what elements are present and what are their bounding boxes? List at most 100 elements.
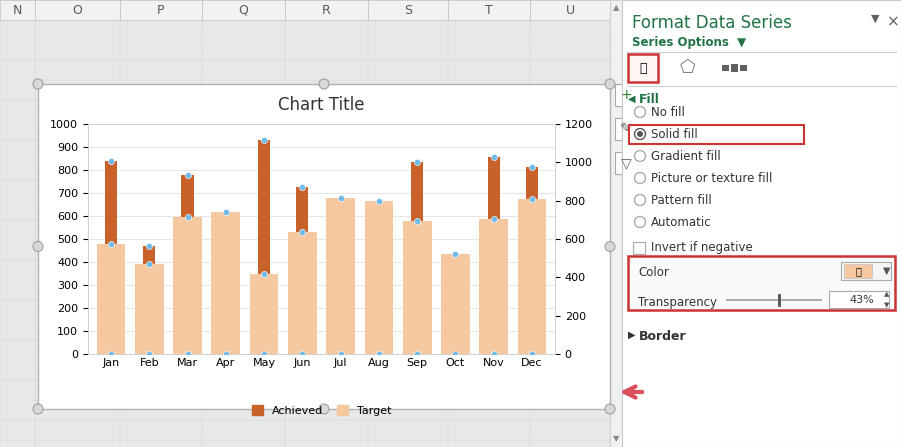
Bar	[288, 232, 317, 354]
Bar	[731, 64, 738, 72]
Bar	[143, 246, 155, 354]
Text: Border: Border	[639, 330, 687, 343]
Circle shape	[634, 106, 645, 118]
Text: ▶: ▶	[628, 330, 635, 340]
Bar	[212, 212, 241, 354]
Bar	[629, 125, 804, 144]
Bar	[334, 283, 347, 354]
Circle shape	[319, 79, 329, 89]
Circle shape	[605, 404, 615, 414]
Bar	[0, 0, 35, 20]
Bar	[258, 140, 270, 354]
Text: S: S	[404, 4, 412, 17]
Circle shape	[634, 216, 645, 228]
Legend: Achieved, Target: Achieved, Target	[248, 401, 396, 420]
Bar	[120, 0, 202, 20]
Bar	[628, 54, 658, 82]
Text: ▼: ▼	[871, 14, 879, 24]
Bar	[844, 264, 872, 278]
Text: ▼: ▼	[883, 266, 891, 276]
Bar	[518, 199, 546, 354]
Title: Chart Title: Chart Title	[278, 96, 365, 114]
Text: N: N	[13, 4, 23, 17]
Bar	[615, 152, 637, 174]
Bar	[479, 219, 508, 354]
Text: Q: Q	[239, 4, 249, 17]
Bar	[326, 198, 355, 354]
Text: ⬠: ⬠	[679, 59, 695, 77]
Bar	[285, 0, 368, 20]
Circle shape	[33, 79, 43, 89]
Text: Color: Color	[638, 266, 669, 279]
Bar	[633, 242, 645, 254]
Circle shape	[605, 79, 615, 89]
Bar	[610, 0, 622, 447]
Bar	[441, 254, 469, 354]
Bar	[403, 221, 432, 354]
Text: P: P	[158, 4, 165, 17]
Text: Pattern fill: Pattern fill	[651, 194, 712, 207]
Circle shape	[319, 404, 329, 414]
Circle shape	[634, 128, 645, 139]
Text: ✎: ✎	[620, 122, 632, 136]
Bar	[448, 0, 530, 20]
Text: ▲: ▲	[613, 4, 619, 13]
Bar	[829, 291, 889, 308]
Text: Invert if negative: Invert if negative	[651, 241, 752, 254]
Bar	[35, 0, 120, 20]
Bar	[365, 201, 393, 354]
Text: 🪣: 🪣	[639, 62, 647, 75]
Bar	[615, 84, 637, 106]
Text: ▽: ▽	[621, 156, 632, 170]
Circle shape	[605, 241, 615, 252]
Bar	[181, 175, 194, 354]
Bar	[450, 279, 461, 354]
Bar	[38, 84, 610, 409]
Bar	[722, 65, 729, 71]
Text: Gradient fill: Gradient fill	[651, 149, 721, 163]
Circle shape	[634, 194, 645, 206]
Bar	[740, 65, 747, 72]
Text: Picture or texture fill: Picture or texture fill	[651, 172, 772, 185]
Text: O: O	[73, 4, 82, 17]
Text: R: R	[323, 4, 331, 17]
Bar	[526, 167, 538, 354]
Text: Series Options  ▼: Series Options ▼	[632, 36, 746, 49]
Bar	[368, 0, 448, 20]
Bar	[622, 0, 901, 447]
Circle shape	[33, 404, 43, 414]
Circle shape	[33, 241, 43, 252]
Text: ▲: ▲	[884, 291, 889, 297]
Bar	[96, 244, 125, 354]
Text: T: T	[485, 4, 493, 17]
Circle shape	[637, 131, 643, 137]
Bar	[615, 118, 637, 140]
Text: 🪣: 🪣	[855, 266, 861, 276]
Bar	[296, 187, 308, 354]
Bar	[373, 268, 385, 354]
Text: No fill: No fill	[651, 105, 685, 118]
Bar	[487, 157, 500, 354]
Text: 43%: 43%	[849, 295, 874, 305]
Text: ×: ×	[887, 14, 900, 29]
Text: ▼: ▼	[613, 434, 619, 443]
Bar	[411, 162, 423, 354]
Text: Automatic: Automatic	[651, 215, 712, 228]
Text: Format Data Series: Format Data Series	[632, 14, 792, 32]
Bar	[105, 161, 117, 354]
Text: ▼: ▼	[884, 302, 889, 308]
Text: Transparency: Transparency	[638, 296, 717, 309]
Bar	[628, 256, 895, 310]
Bar	[841, 262, 891, 280]
Circle shape	[634, 151, 645, 161]
Text: +: +	[620, 88, 632, 102]
Bar	[530, 0, 610, 20]
Text: Fill: Fill	[639, 93, 660, 106]
Bar	[173, 217, 202, 354]
Circle shape	[634, 173, 645, 184]
Text: Solid fill: Solid fill	[651, 127, 697, 140]
Text: U: U	[566, 4, 575, 17]
Bar	[250, 274, 278, 354]
Bar	[135, 264, 164, 354]
Bar	[202, 0, 285, 20]
